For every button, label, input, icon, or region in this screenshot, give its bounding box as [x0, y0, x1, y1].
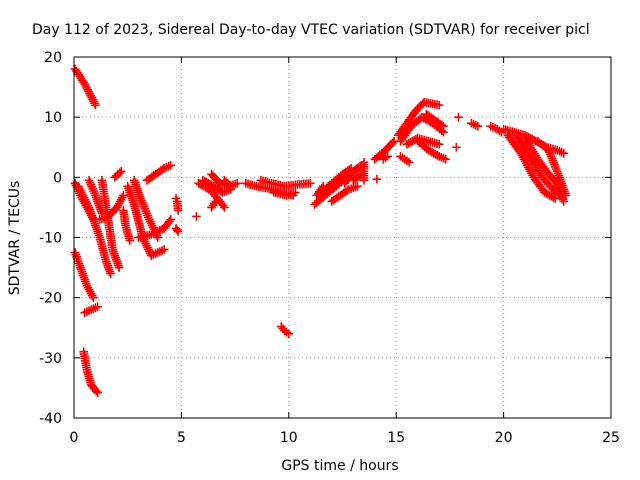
series-arc-16	[171, 194, 183, 215]
x-axis-label: GPS time / hours	[281, 458, 398, 474]
series-arc-35	[370, 136, 399, 164]
y-tick-label: -20	[39, 291, 62, 307]
data-point	[559, 148, 569, 158]
data-point	[454, 112, 463, 122]
series-arc-21	[220, 176, 236, 191]
series-arc-27	[276, 322, 294, 339]
x-tick-label: 25	[602, 430, 620, 446]
data-point	[106, 269, 115, 278]
y-tick-label: 20	[44, 50, 62, 66]
series-arc-44	[452, 142, 461, 152]
series-arc-32	[340, 161, 367, 188]
series-arc-4	[80, 302, 102, 318]
data-point	[211, 197, 221, 206]
data-point	[372, 174, 382, 184]
data-point	[550, 194, 560, 203]
data-point	[404, 157, 414, 167]
data-point	[318, 182, 328, 191]
data-point	[159, 245, 169, 254]
data-point	[359, 176, 369, 185]
data-point	[226, 182, 236, 191]
data-point	[439, 121, 448, 131]
series-arc-47	[486, 121, 506, 137]
plot-frame	[73, 56, 612, 419]
series-arc-49	[503, 130, 560, 203]
data-point	[305, 179, 315, 188]
x-tick-label: 10	[280, 430, 298, 446]
data-point	[441, 154, 450, 164]
series-arc-50	[512, 130, 566, 200]
chart-title: Day 112 of 2023, Sidereal Day-to-day VTE…	[32, 22, 590, 38]
series-arc-23	[207, 197, 221, 212]
series-arc-34	[359, 157, 369, 185]
series-arc-1	[70, 64, 100, 110]
series-arc-31	[327, 182, 362, 206]
y-axis-label: SDTVAR / TECUs	[7, 181, 23, 296]
data-marks	[70, 64, 571, 398]
series-arc-46	[467, 118, 483, 131]
x-tick-label: 0	[70, 430, 79, 446]
data-point	[166, 215, 175, 224]
series-arc-42	[413, 136, 450, 164]
data-point	[434, 139, 444, 149]
data-point	[93, 302, 102, 311]
series-arc-15	[134, 215, 175, 242]
y-tick-label: 0	[53, 170, 62, 186]
y-tick-labels: -40 -30 -20 -10 0 10 20	[39, 50, 62, 427]
series-arc-25	[256, 176, 315, 191]
data-point	[93, 388, 102, 398]
y-tick-label: -10	[39, 231, 62, 247]
data-point	[388, 138, 397, 148]
series-arc-52	[533, 136, 571, 200]
data-point	[114, 263, 124, 272]
data-point	[383, 151, 392, 161]
series-arc-22	[192, 212, 201, 221]
series-arc-17	[171, 224, 183, 236]
x-tick-labels: 0 5 10 15 20 25	[70, 430, 620, 446]
data-point	[220, 203, 229, 212]
data-point	[473, 121, 483, 131]
data-point	[192, 212, 201, 221]
y-tick-label: -30	[39, 351, 62, 367]
data-point	[119, 191, 128, 200]
series-arc-38	[396, 151, 414, 167]
series-arc-30	[312, 182, 328, 200]
data-point	[116, 167, 126, 176]
data-point	[284, 329, 294, 339]
data-point	[290, 188, 300, 197]
data-point	[125, 236, 135, 245]
data-point	[561, 191, 571, 200]
data-point	[91, 100, 100, 110]
data-point	[173, 227, 183, 236]
series-arc-43	[421, 109, 448, 131]
data-point	[173, 206, 183, 215]
data-point	[452, 142, 461, 152]
y-tick-label: -40	[39, 411, 62, 427]
data-point	[434, 100, 444, 110]
data-point	[172, 225, 182, 235]
series-arc-6	[73, 182, 115, 278]
series-arc-3	[70, 248, 98, 302]
series-arc-5	[79, 347, 102, 398]
x-tick-label: 15	[387, 430, 405, 446]
y-tick-label: 10	[44, 110, 62, 126]
series-arc-37	[379, 151, 392, 164]
data-point	[166, 161, 175, 170]
series-arc-26	[269, 188, 300, 200]
x-tick-label: 5	[177, 430, 186, 446]
data-point	[353, 182, 362, 191]
series-arc-36	[372, 174, 382, 184]
series-arc-10	[110, 167, 126, 182]
series-arc-13	[119, 206, 135, 245]
series-arc-9	[95, 191, 128, 224]
series-arc-14	[142, 161, 175, 185]
data-point	[232, 179, 242, 188]
series-arc-45	[454, 112, 463, 122]
series-arc-11	[123, 182, 169, 260]
data-point	[89, 293, 98, 302]
x-tick-label: 20	[495, 430, 513, 446]
data-point	[559, 197, 569, 206]
